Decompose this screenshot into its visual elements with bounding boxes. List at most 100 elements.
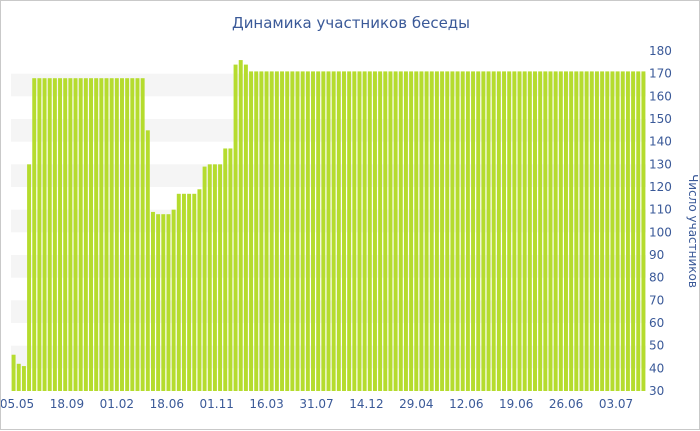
bar (589, 71, 594, 392)
bar (21, 366, 26, 391)
bar (538, 71, 543, 392)
bar (445, 71, 450, 392)
bar (192, 193, 197, 391)
bar (347, 71, 352, 392)
bar (553, 71, 558, 392)
bar (47, 78, 52, 391)
bar (434, 71, 439, 392)
y-tick-label: 150 (649, 112, 672, 126)
bar (486, 71, 491, 392)
bar (16, 363, 21, 391)
x-tick-label: 05.05 (1, 397, 34, 411)
x-tick-label: 14.12 (349, 397, 383, 411)
bar (574, 71, 579, 392)
bar (383, 71, 388, 392)
x-tick-label: 01.11 (200, 397, 234, 411)
bar (579, 71, 584, 392)
bar (491, 71, 496, 392)
bar (372, 71, 377, 392)
bar (481, 71, 486, 392)
bar (104, 78, 109, 391)
bar (465, 71, 470, 392)
y-tick-label: 110 (649, 203, 672, 217)
x-tick-label: 03.07 (599, 397, 633, 411)
y-tick-label: 170 (649, 67, 672, 81)
bar (274, 71, 279, 392)
bar (543, 71, 548, 392)
bar (207, 164, 212, 391)
bar (527, 71, 532, 392)
y-tick-label: 120 (649, 180, 672, 194)
bar (311, 71, 315, 392)
bar (58, 78, 63, 391)
bar (517, 71, 522, 392)
y-tick-label: 30 (649, 384, 664, 398)
bar (414, 71, 419, 392)
bar (594, 71, 599, 392)
x-tick-label: 12.06 (449, 397, 483, 411)
bar (109, 78, 114, 391)
bar (522, 71, 527, 392)
bar (145, 130, 150, 391)
y-tick-label: 40 (649, 361, 664, 375)
bar (63, 78, 68, 391)
bar (316, 71, 321, 392)
bar (367, 71, 372, 392)
bar (393, 71, 398, 392)
bar (476, 71, 481, 392)
bar (569, 71, 574, 392)
bar (605, 71, 610, 392)
bar (321, 71, 326, 392)
bar (223, 148, 228, 391)
x-tick-label: 16.03 (249, 397, 283, 411)
bar (564, 71, 568, 392)
bar (326, 71, 331, 392)
bar (512, 71, 517, 392)
bar (176, 193, 181, 391)
bar (336, 71, 341, 392)
bar (388, 71, 393, 392)
bar (89, 78, 93, 391)
bar (218, 164, 223, 391)
y-tick-label: 90 (649, 248, 664, 262)
bar (502, 71, 507, 392)
bar (471, 71, 476, 392)
bar (166, 214, 171, 391)
y-tick-label: 140 (649, 135, 672, 149)
bar (610, 71, 615, 392)
bar (125, 78, 130, 391)
bar (249, 71, 254, 392)
bar (378, 71, 383, 392)
bar (460, 71, 465, 392)
bar (83, 78, 88, 391)
bar (352, 71, 357, 392)
x-tick-label: 18.06 (150, 397, 184, 411)
bar (419, 71, 424, 392)
bar (429, 71, 434, 392)
bar (68, 78, 73, 391)
bar (625, 71, 630, 392)
y-tick-label: 60 (649, 316, 664, 330)
bar (140, 78, 145, 391)
x-tick-label: 01.02 (100, 397, 134, 411)
bar (135, 78, 140, 391)
y-tick-label: 100 (649, 225, 672, 239)
bar (32, 78, 37, 391)
bar (243, 64, 248, 391)
bar (120, 78, 124, 391)
bar (254, 71, 259, 392)
bar (584, 71, 589, 392)
bar (233, 64, 238, 391)
y-tick-label: 50 (649, 339, 664, 353)
bar (228, 148, 233, 391)
bar (99, 78, 104, 391)
bar (280, 71, 285, 392)
y-tick-label: 160 (649, 89, 672, 103)
bar (285, 71, 290, 392)
bar (300, 71, 305, 392)
bar (264, 71, 269, 392)
bar (197, 189, 202, 391)
x-tick-label: 26.06 (549, 397, 583, 411)
